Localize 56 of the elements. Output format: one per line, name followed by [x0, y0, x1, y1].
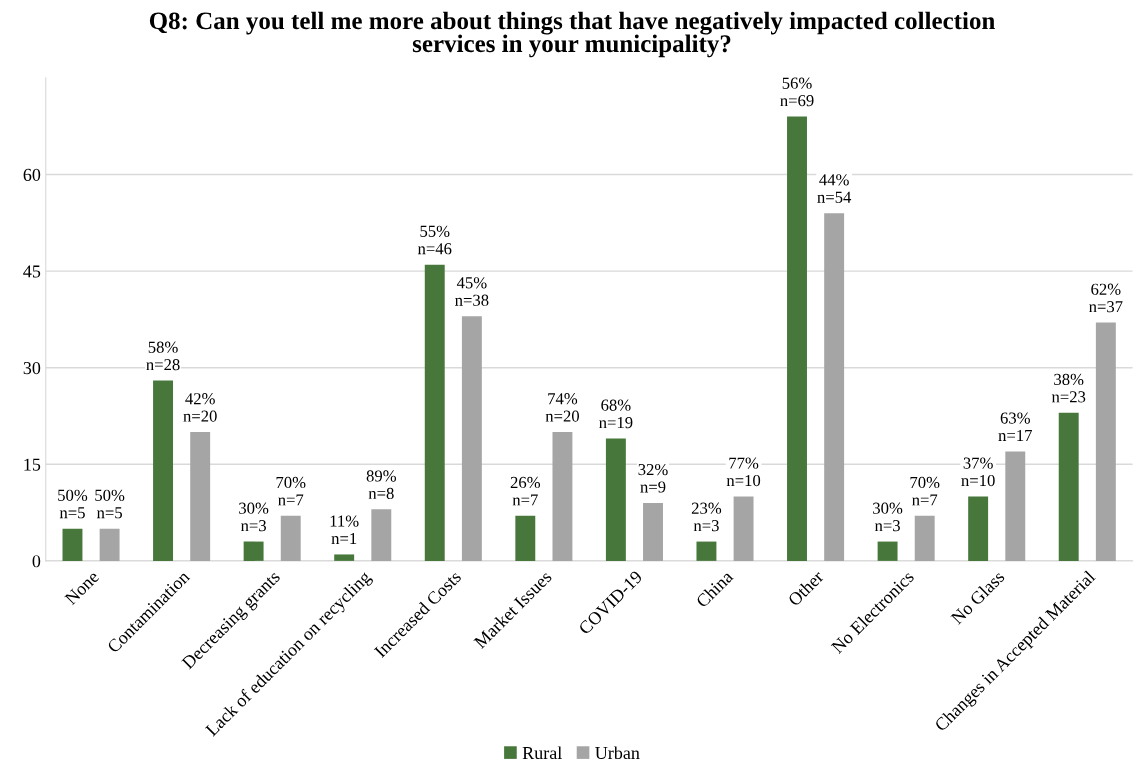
data-label: 30% n=3	[239, 502, 269, 532]
bar	[605, 438, 626, 561]
chart-title: Q8: Can you tell me more about things that have negatively impacted collection services in your municipality?	[149, 11, 995, 58]
data-label: 37% n=10	[961, 457, 995, 487]
data-label: 63% n=17	[998, 412, 1032, 441]
bar	[190, 432, 211, 561]
data-label: 23% n=3	[691, 502, 722, 532]
data-label: 56% n=69	[780, 77, 814, 107]
data-label: 70% n=7	[910, 476, 940, 506]
y-tick-label: 15	[24, 458, 41, 471]
y-tick-label: 45	[23, 265, 41, 278]
legend-label: Rural	[522, 746, 562, 760]
data-label: 32% n=9	[638, 463, 668, 493]
data-label: 30% n=3	[873, 502, 903, 532]
data-label: 38% n=23	[1051, 373, 1086, 403]
data-label: 45% n=38	[455, 277, 489, 306]
bar	[824, 213, 845, 561]
data-label: 11% n=1	[330, 515, 359, 544]
bar	[461, 316, 482, 561]
bar	[968, 496, 989, 561]
data-label: 42% n=20	[183, 393, 217, 422]
bar	[787, 116, 807, 561]
data-label: 58% n=28	[146, 341, 180, 371]
y-tick-label: 30	[23, 361, 41, 375]
bar	[552, 432, 573, 561]
data-label: 44% n=54	[817, 174, 852, 203]
bar	[696, 541, 717, 561]
data-label: 50% n=5	[95, 489, 125, 519]
bar	[424, 264, 445, 561]
data-label: 62% n=37	[1089, 283, 1123, 313]
bar	[1095, 322, 1116, 561]
bar	[515, 515, 536, 561]
data-label: 77% n=10	[726, 457, 761, 487]
data-label: 70% n=7	[276, 476, 306, 506]
legend-label: Urban	[595, 746, 640, 760]
bar	[733, 496, 754, 561]
data-label: 55% n=46	[417, 225, 452, 255]
data-label: 26% n=7	[510, 476, 541, 506]
bar	[914, 515, 935, 561]
bar	[62, 528, 83, 561]
bar	[280, 515, 301, 561]
data-label: 74% n=20	[545, 393, 580, 422]
bar	[334, 554, 355, 561]
y-tick-label: 0	[32, 555, 41, 568]
data-label: 68% n=19	[599, 399, 633, 429]
data-label: 89% n=8	[366, 470, 397, 500]
bar	[643, 502, 663, 561]
bar	[877, 541, 898, 561]
bar	[371, 509, 392, 561]
bar	[99, 528, 120, 561]
bar	[1058, 412, 1079, 561]
y-tick-label: 60	[23, 168, 41, 181]
bar	[243, 541, 264, 561]
bar	[1005, 451, 1026, 561]
data-label: 50% n=5	[58, 489, 88, 519]
bar	[153, 380, 174, 561]
